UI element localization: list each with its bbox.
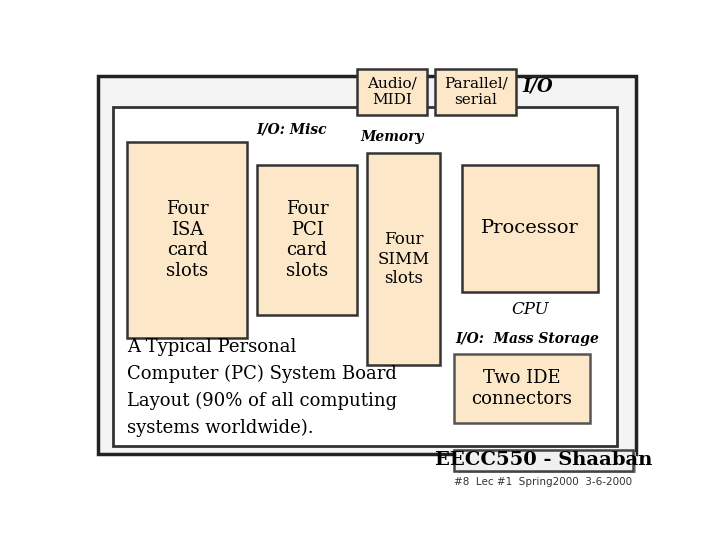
Bar [256,165,357,315]
Text: Four
PCI
card
slots: Four PCI card slots [286,200,328,280]
Text: I/O:  Mass Storage: I/O: Mass Storage [456,332,600,346]
Bar [366,153,441,365]
Bar [357,69,427,115]
Text: Memory: Memory [361,130,424,144]
Bar [127,142,248,338]
Text: EECC550 - Shaaban: EECC550 - Shaaban [435,451,652,469]
Text: Processor: Processor [481,219,579,238]
Text: I/O: I/O [523,77,553,96]
Text: I/O: Misc: I/O: Misc [256,123,328,137]
Text: Four
ISA
card
slots: Four ISA card slots [166,200,209,280]
Text: A Typical Personal
Computer (PC) System Board
Layout (90% of all computing
syste: A Typical Personal Computer (PC) System … [127,338,397,436]
Bar [454,450,632,470]
Bar [113,107,617,446]
Bar [454,354,590,423]
Bar [435,69,516,115]
Text: Audio/
MIDI: Audio/ MIDI [367,77,417,107]
Text: #8  Lec #1  Spring2000  3-6-2000: #8 Lec #1 Spring2000 3-6-2000 [454,477,632,487]
Text: Parallel/
serial: Parallel/ serial [444,77,508,107]
Bar [458,452,636,473]
Text: Four
SIMM
slots: Four SIMM slots [377,231,430,287]
Text: CPU: CPU [511,301,549,318]
Bar [462,165,598,292]
Text: Two IDE
connectors: Two IDE connectors [472,369,572,408]
